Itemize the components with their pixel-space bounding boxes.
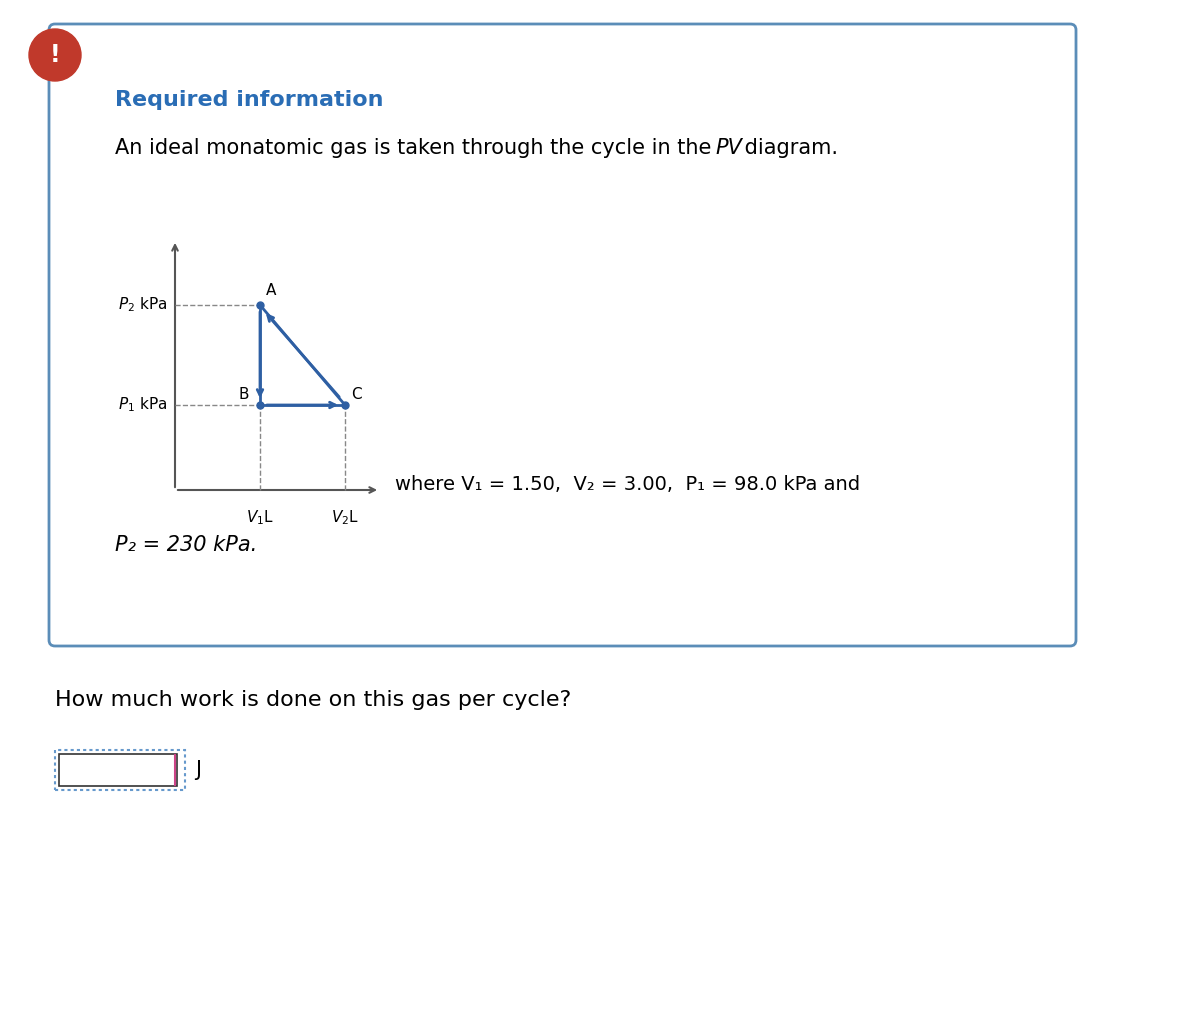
Text: P₂ = 230 kPa.: P₂ = 230 kPa.	[115, 535, 257, 555]
Text: $V_2$L: $V_2$L	[331, 508, 359, 526]
FancyBboxPatch shape	[59, 754, 178, 786]
Text: B: B	[238, 387, 248, 402]
Text: An ideal monatomic gas is taken through the cycle in the: An ideal monatomic gas is taken through …	[115, 138, 718, 158]
Text: where V₁ = 1.50,  V₂ = 3.00,  P₁ = 98.0 kPa and: where V₁ = 1.50, V₂ = 3.00, P₁ = 98.0 kP…	[395, 476, 860, 494]
Text: Required information: Required information	[115, 90, 384, 110]
Text: $P_2$ kPa: $P_2$ kPa	[118, 296, 167, 314]
Text: How much work is done on this gas per cycle?: How much work is done on this gas per cy…	[55, 690, 571, 710]
Text: $V_1$L: $V_1$L	[246, 508, 274, 526]
Point	[251, 297, 270, 313]
Point	[336, 397, 355, 414]
Circle shape	[29, 29, 82, 81]
Text: PV: PV	[715, 138, 742, 158]
Text: C: C	[352, 387, 361, 402]
Text: !: !	[49, 43, 60, 67]
FancyBboxPatch shape	[49, 24, 1076, 646]
Text: J: J	[194, 760, 202, 780]
Point	[251, 397, 270, 414]
Text: $P_1$ kPa: $P_1$ kPa	[118, 396, 167, 415]
Text: diagram.: diagram.	[738, 138, 838, 158]
Text: A: A	[266, 283, 276, 298]
FancyBboxPatch shape	[55, 750, 185, 790]
